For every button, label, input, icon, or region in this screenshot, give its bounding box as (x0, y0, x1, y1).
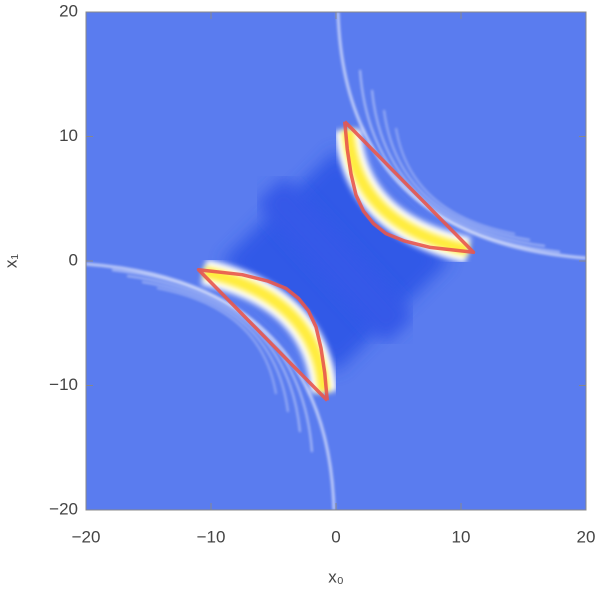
x-tick-label: −10 (197, 527, 226, 546)
x-tick-label: 0 (331, 527, 340, 546)
y-tick-label: 10 (59, 126, 78, 145)
x-tick-label: 10 (452, 527, 471, 546)
boundary-curve (343, 120, 476, 255)
x-tick-label: 20 (577, 527, 596, 546)
y-axis-label: x₁ (1, 254, 20, 269)
y-tick-label: −20 (49, 499, 78, 518)
y-tick-label: −10 (49, 375, 78, 394)
x-tick-label: −20 (72, 527, 101, 546)
y-tick-label: 0 (69, 250, 78, 269)
x-axis-label: x₀ (328, 567, 344, 586)
boundary-curve (196, 267, 329, 402)
y-tick-label: 20 (59, 1, 78, 20)
density-field (86, 12, 586, 510)
